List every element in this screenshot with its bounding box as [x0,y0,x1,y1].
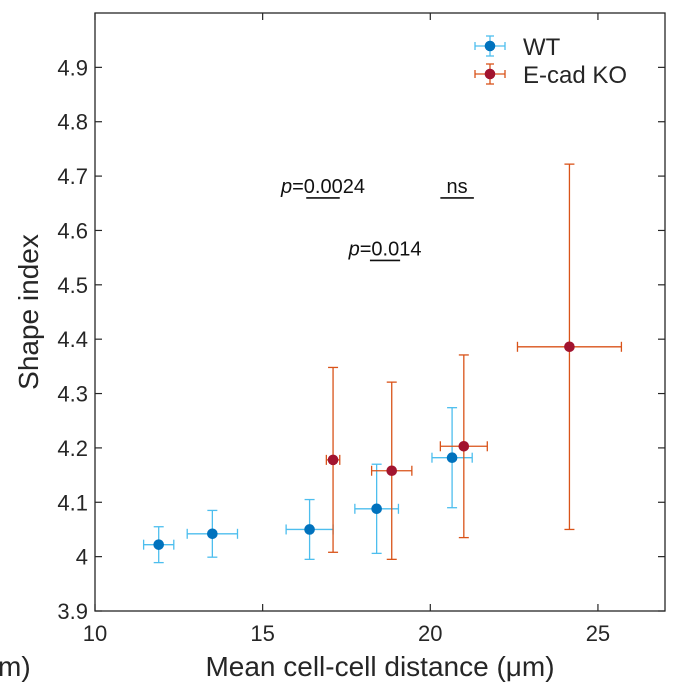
y-tick-label: 4.6 [57,218,88,243]
data-point [153,539,165,550]
significance-label: p=0.0024 [280,176,365,198]
x-tick-label: 10 [83,621,107,646]
y-tick-label: 4.8 [57,110,88,135]
x-tick-label: 20 [418,621,442,646]
y-tick-label: 4.1 [57,490,88,515]
legend: WTE-cad KO [474,34,627,89]
data-point [327,454,339,466]
data-point [564,341,575,353]
x-tick-label: 15 [250,621,274,646]
data-point [458,440,470,452]
y-axis-title: Shape index [13,234,44,390]
p-value: =0.0024 [292,176,365,198]
series-wt [142,407,473,564]
series-e-cad-ko [325,163,623,561]
legend-entry: WT [474,34,561,61]
y-tick-label: 4.4 [57,327,88,352]
p-symbol: p [348,238,360,260]
significance-label: ns [447,176,468,198]
data-point [446,452,458,463]
p-symbol: p [280,176,292,198]
p-value: =0.014 [360,238,422,260]
legend-entry: E-cad KO [474,62,627,89]
data-layer [142,163,623,564]
y-tick-label: 4.7 [57,164,88,189]
y-tick-label: 4 [76,545,88,570]
axes-frame [94,12,666,612]
y-tick-label: 4.9 [57,55,88,80]
data-point [304,524,315,535]
data-point [207,528,218,540]
data-point [371,503,382,515]
data-point [386,465,398,477]
plot-area [95,13,665,611]
x-axis-title: Mean cell-cell distance (μm) [205,651,554,682]
y-tick-label: 4.5 [57,273,88,298]
legend-marker [484,68,496,80]
significance-label: p=0.014 [348,238,422,260]
legend-marker [484,40,496,52]
legend-label: E-cad KO [523,62,627,89]
x-tick-label: 25 [586,621,610,646]
y-tick-label: 3.9 [57,599,88,624]
ticks-layer: 10 15 20 25 3.9 4 4.1 4.2 4.3 4.4 4.5 4.6 4.7 4.8 4.9 [57,13,665,646]
legend-label: WT [523,34,561,61]
y-tick-label: 4.2 [57,436,88,461]
x-axis-title-cut: m) [0,651,31,682]
y-tick-label: 4.3 [57,382,88,407]
